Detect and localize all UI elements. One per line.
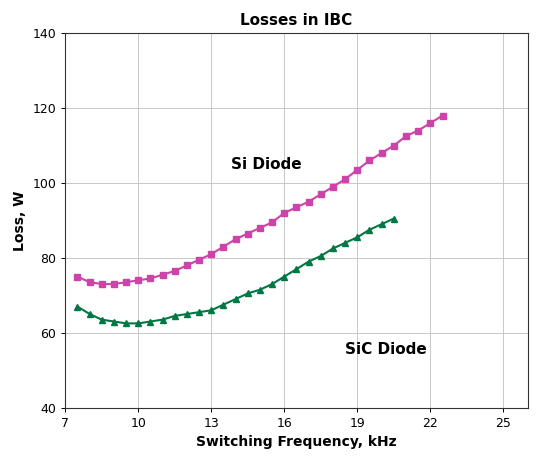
Y-axis label: Loss, W: Loss, W [13,190,27,251]
Title: Losses in IBC: Losses in IBC [240,13,353,28]
Text: Si Diode: Si Diode [231,157,301,172]
X-axis label: Switching Frequency, kHz: Switching Frequency, kHz [196,435,397,449]
Text: SiC Diode: SiC Diode [345,342,427,357]
